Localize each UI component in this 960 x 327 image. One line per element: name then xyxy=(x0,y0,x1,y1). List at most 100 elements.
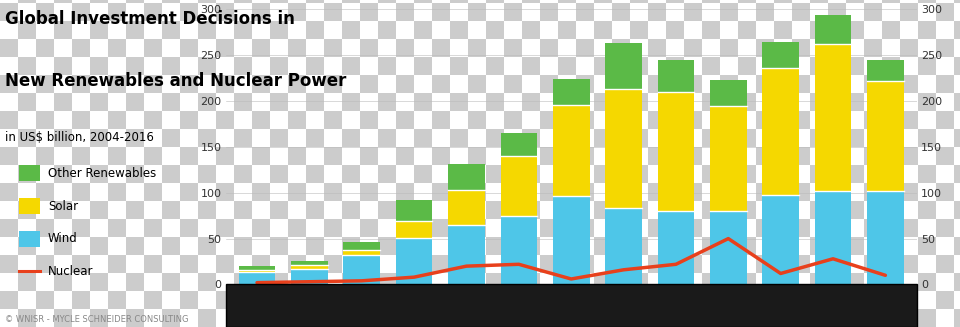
Bar xyxy=(90,75,108,93)
Bar xyxy=(684,3,702,21)
Bar xyxy=(936,309,954,327)
Bar xyxy=(504,129,522,147)
Bar xyxy=(396,200,432,221)
Bar xyxy=(594,21,612,39)
Bar xyxy=(792,201,810,219)
Bar xyxy=(720,147,738,165)
Bar xyxy=(468,201,486,219)
Bar xyxy=(684,237,702,255)
Bar xyxy=(864,219,882,237)
Bar xyxy=(144,39,162,57)
Bar xyxy=(540,57,558,75)
Bar xyxy=(450,57,468,75)
Bar xyxy=(648,165,666,183)
Bar xyxy=(684,147,702,165)
Bar xyxy=(630,111,648,129)
Bar xyxy=(882,237,900,255)
Bar xyxy=(144,0,162,3)
Bar xyxy=(648,147,666,165)
Bar xyxy=(828,291,846,309)
Bar xyxy=(486,111,504,129)
Bar xyxy=(54,201,72,219)
Bar xyxy=(738,57,756,75)
Bar xyxy=(468,165,486,183)
Bar xyxy=(792,255,810,273)
Bar xyxy=(234,0,252,3)
Bar xyxy=(504,57,522,75)
Bar xyxy=(738,201,756,219)
Bar xyxy=(540,75,558,93)
Bar xyxy=(0,93,18,111)
Bar xyxy=(900,219,918,237)
Bar xyxy=(0,57,18,75)
Bar xyxy=(864,291,882,309)
Bar xyxy=(522,219,540,237)
Bar xyxy=(72,57,90,75)
Bar xyxy=(18,219,36,237)
Bar xyxy=(540,0,558,3)
Bar xyxy=(324,201,342,219)
Bar xyxy=(450,129,468,147)
Bar xyxy=(918,129,936,147)
Bar xyxy=(720,129,738,147)
Bar xyxy=(756,273,774,291)
Bar xyxy=(360,3,378,21)
Bar xyxy=(900,0,918,3)
Bar xyxy=(702,39,720,57)
Bar xyxy=(396,183,414,201)
Bar xyxy=(810,255,828,273)
Bar xyxy=(54,0,72,3)
Bar xyxy=(684,57,702,75)
Bar xyxy=(252,219,270,237)
Bar xyxy=(504,165,522,183)
Bar xyxy=(36,201,54,219)
Bar xyxy=(612,75,630,93)
Bar xyxy=(18,3,36,21)
Bar xyxy=(720,309,738,327)
Bar xyxy=(540,147,558,165)
Bar xyxy=(360,183,378,201)
Bar xyxy=(0,165,18,183)
Bar xyxy=(0,129,18,147)
Bar xyxy=(18,201,36,219)
Bar xyxy=(108,219,126,237)
Bar xyxy=(234,129,252,147)
Bar xyxy=(162,309,180,327)
Bar xyxy=(72,201,90,219)
Bar xyxy=(576,309,594,327)
Bar xyxy=(846,291,864,309)
Text: Wind: Wind xyxy=(48,232,78,245)
Bar xyxy=(864,183,882,201)
Bar xyxy=(344,255,380,284)
Bar xyxy=(738,309,756,327)
Bar xyxy=(774,39,792,57)
Bar xyxy=(500,156,538,216)
Bar xyxy=(18,291,36,309)
Bar xyxy=(72,255,90,273)
Bar xyxy=(522,165,540,183)
Bar xyxy=(0,39,18,57)
Bar xyxy=(522,75,540,93)
Bar xyxy=(198,21,216,39)
Bar xyxy=(504,255,522,273)
Bar xyxy=(54,219,72,237)
Bar xyxy=(414,237,432,255)
Bar xyxy=(774,219,792,237)
Bar xyxy=(306,93,324,111)
Bar xyxy=(72,309,90,327)
Bar xyxy=(72,291,90,309)
Bar xyxy=(432,129,450,147)
Bar xyxy=(234,75,252,93)
Bar xyxy=(630,237,648,255)
Bar xyxy=(144,237,162,255)
Bar xyxy=(846,129,864,147)
Bar xyxy=(846,39,864,57)
Bar xyxy=(344,250,380,255)
Bar xyxy=(774,93,792,111)
Bar xyxy=(900,165,918,183)
Bar xyxy=(126,75,144,93)
Bar xyxy=(252,183,270,201)
Bar xyxy=(792,183,810,201)
Bar xyxy=(882,183,900,201)
Bar xyxy=(162,255,180,273)
